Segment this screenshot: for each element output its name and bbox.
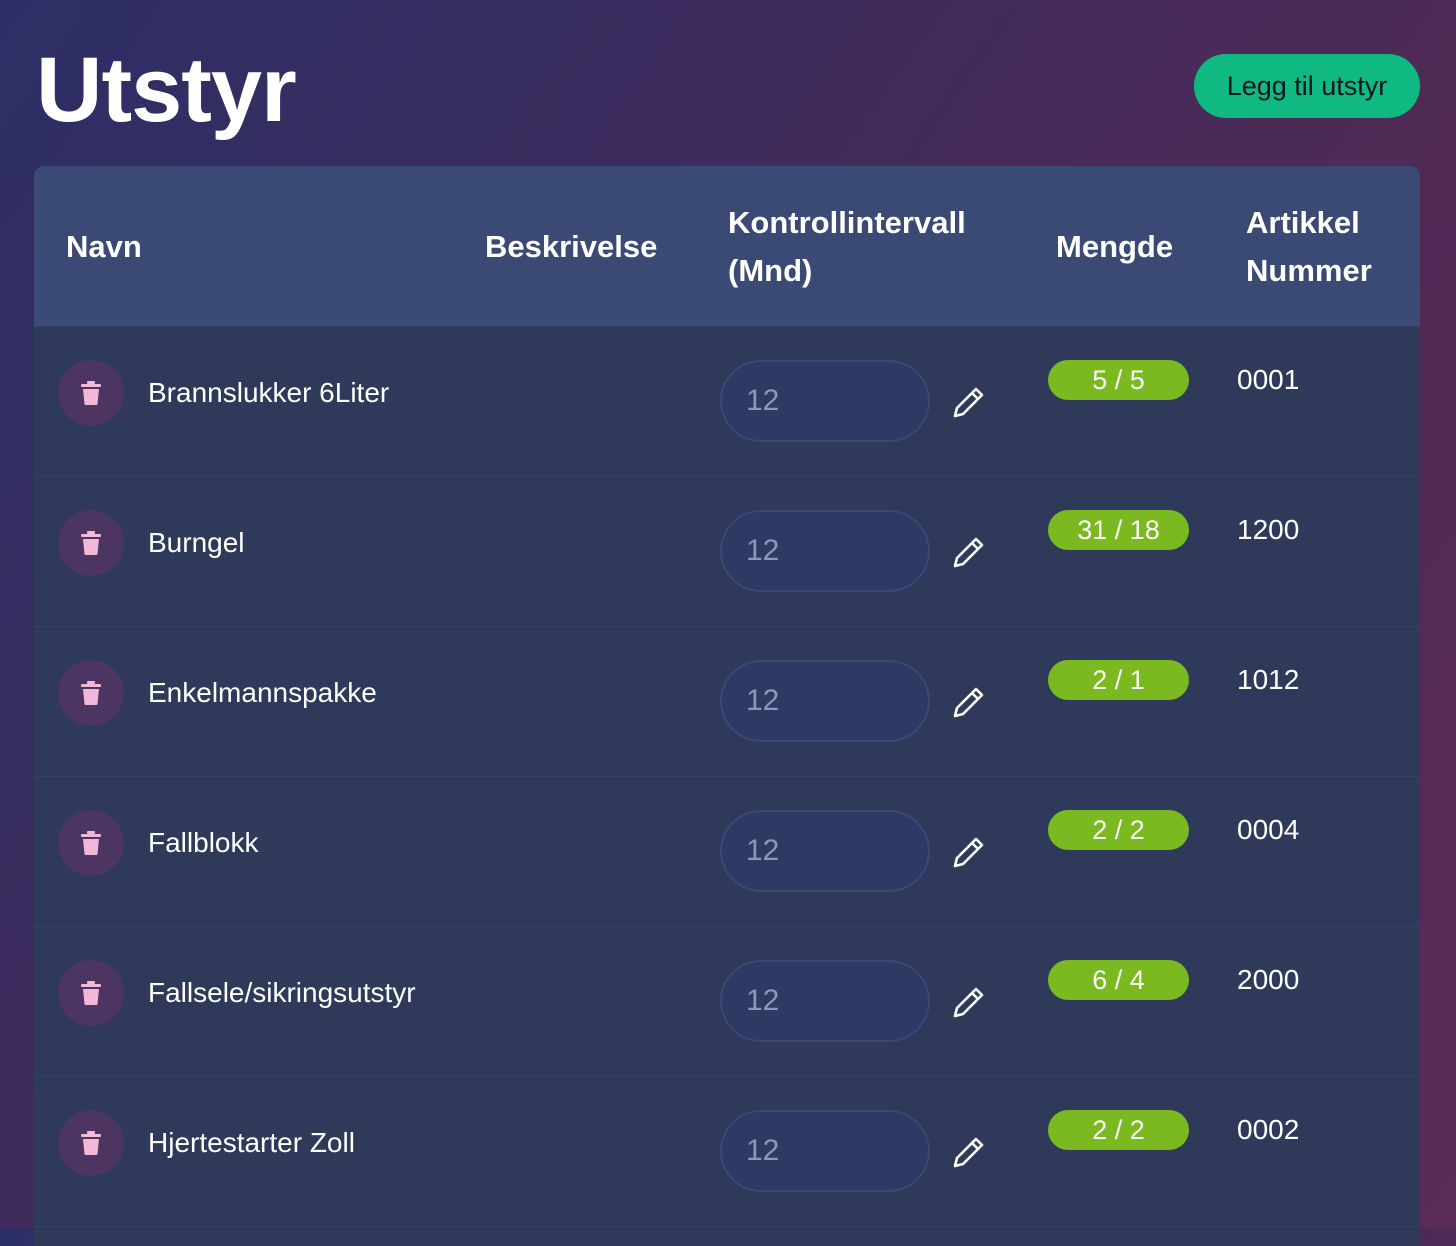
- trash-icon: [81, 381, 101, 405]
- article-number: 0002: [1237, 1114, 1300, 1145]
- table-row: Hjertestarter Zoll 2 / 2 0002: [34, 1077, 1420, 1227]
- table-row: Brannslukker 6Liter 5 / 5 0001: [34, 327, 1420, 477]
- table-row: Burngel 31 / 18 1200: [34, 477, 1420, 627]
- table-body: Brannslukker 6Liter 5 / 5 0001 Burngel: [34, 327, 1420, 1227]
- equipment-name: Fallsele/sikringsutstyr: [148, 977, 416, 1008]
- article-number: 0001: [1237, 364, 1300, 395]
- quantity-badge: 6 / 4: [1048, 960, 1189, 1000]
- trash-icon: [81, 531, 101, 555]
- article-number: 1012: [1237, 664, 1300, 695]
- edit-interval-button[interactable]: [952, 1135, 986, 1169]
- equipment-name: Fallblokk: [148, 827, 259, 858]
- interval-input[interactable]: [720, 810, 930, 892]
- quantity-badge: 2 / 2: [1048, 1110, 1189, 1150]
- equipment-name: Burngel: [148, 527, 245, 558]
- edit-interval-button[interactable]: [952, 685, 986, 719]
- table-row: Fallblokk 2 / 2 0004: [34, 777, 1420, 927]
- delete-button[interactable]: [58, 660, 124, 726]
- trash-icon: [81, 1131, 101, 1155]
- quantity-badge: 31 / 18: [1048, 510, 1189, 550]
- interval-input[interactable]: [720, 510, 930, 592]
- edit-interval-button[interactable]: [952, 385, 986, 419]
- edit-interval-button[interactable]: [952, 985, 986, 1019]
- trash-icon: [81, 681, 101, 705]
- trash-icon: [81, 831, 101, 855]
- quantity-badge: 2 / 1: [1048, 660, 1189, 700]
- interval-input[interactable]: [720, 1110, 930, 1192]
- equipment-name: Enkelmannspakke: [148, 677, 377, 708]
- column-header-interval: Kontrollintervall (Mnd): [728, 205, 966, 288]
- interval-input[interactable]: [720, 360, 930, 442]
- edit-interval-button[interactable]: [952, 535, 986, 569]
- column-header-description: Beskrivelse: [485, 229, 658, 264]
- table-header: Navn Beskrivelse Kontrollintervall (Mnd)…: [34, 166, 1420, 328]
- delete-button[interactable]: [58, 510, 124, 576]
- quantity-badge: 2 / 2: [1048, 810, 1189, 850]
- column-header-article-number: Artikkel Nummer: [1246, 205, 1372, 288]
- edit-interval-button[interactable]: [952, 835, 986, 869]
- pencil-icon: [953, 1137, 984, 1168]
- table-row: Fallsele/sikringsutstyr 6 / 4 2000: [34, 927, 1420, 1077]
- page-title: Utstyr: [36, 39, 297, 141]
- article-number: 2000: [1237, 964, 1300, 995]
- equipment-table: Navn Beskrivelse Kontrollintervall (Mnd)…: [34, 166, 1420, 1246]
- delete-button[interactable]: [58, 360, 124, 426]
- pencil-icon: [953, 987, 984, 1018]
- pencil-icon: [953, 537, 984, 568]
- article-number: 1200: [1237, 514, 1300, 545]
- table-row: Enkelmannspakke 2 / 1 1012: [34, 627, 1420, 777]
- quantity-badge: 5 / 5: [1048, 360, 1189, 400]
- column-header-quantity: Mengde: [1056, 229, 1174, 264]
- delete-button[interactable]: [58, 960, 124, 1026]
- interval-input[interactable]: [720, 960, 930, 1042]
- article-number: 0004: [1237, 814, 1300, 845]
- interval-input[interactable]: [720, 660, 930, 742]
- pencil-icon: [953, 837, 984, 868]
- equipment-name: Brannslukker 6Liter: [148, 377, 390, 408]
- add-equipment-button[interactable]: Legg til utstyr: [1194, 54, 1420, 118]
- column-header-name: Navn: [66, 229, 142, 264]
- delete-button[interactable]: [58, 810, 124, 876]
- delete-button[interactable]: [58, 1110, 124, 1176]
- pencil-icon: [953, 687, 984, 718]
- trash-icon: [81, 981, 101, 1005]
- equipment-name: Hjertestarter Zoll: [148, 1127, 355, 1158]
- pencil-icon: [953, 387, 984, 418]
